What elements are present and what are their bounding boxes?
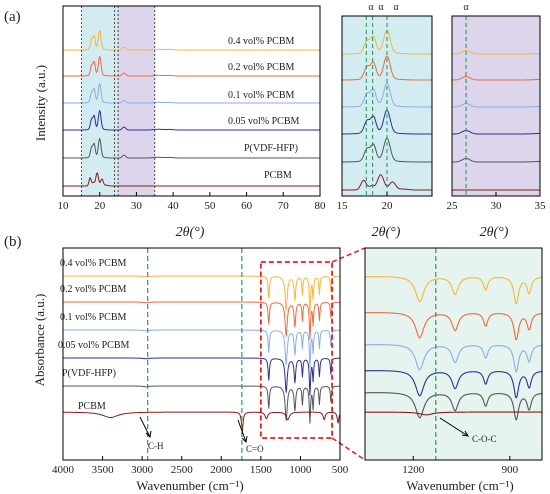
alpha-mark-3: α: [393, 2, 399, 13]
ftir-main-2: [62, 329, 341, 368]
b-main-ticklabel-1: 3500: [92, 464, 115, 476]
legend-a-5: PCBM: [264, 170, 292, 181]
legend-b-5: PCBM: [78, 401, 106, 412]
arrow-co: [237, 419, 247, 443]
top-xlabel-zoom2: 2θ(°): [480, 225, 509, 240]
top-ylabel: Intensity (a.u.): [33, 65, 48, 141]
top-xlabel-zoom1: 2θ(°): [372, 225, 401, 240]
bottom-xlabel-zoom: Wavenumber (cm⁻¹): [406, 478, 514, 493]
ftir-zoom-1: [364, 312, 543, 341]
xrd-zoom1-1: [341, 55, 433, 81]
panel-a-main-frame: [62, 5, 321, 197]
panel-label-a: (a): [4, 9, 21, 25]
b-main-ticklabel-0: 4000: [52, 464, 75, 476]
band-purple-zoom: [452, 16, 540, 196]
ftir-zoom-4: [364, 392, 543, 421]
ftir-zoom-2: [364, 344, 543, 373]
xrd-main-0: [63, 29, 320, 51]
zoom-connector-top: [331, 247, 366, 263]
ftir-main-3: [62, 357, 341, 396]
arrow-coc-head: [461, 430, 469, 437]
zoom-connector-bottom: [331, 437, 366, 461]
top-xlabel-main: 2θ(°): [176, 225, 205, 240]
xrd-zoom2-4: [452, 157, 541, 163]
ftir-main-1: [62, 301, 341, 340]
a-zoom1-ticklabel-1: 20: [382, 200, 394, 212]
xrd-zoom1-2: [341, 82, 433, 108]
ftir-zoom-3: [364, 370, 543, 399]
legend-b-2: 0.1 vol% PCBM: [60, 312, 127, 323]
xrd-zoom2-2: [452, 102, 541, 108]
xrd-main-3: [63, 109, 320, 131]
b-main-ticklabel-3: 2500: [171, 464, 194, 476]
a-main-ticklabel-6: 70: [278, 200, 290, 212]
annot-coc: C-O-C: [472, 434, 497, 444]
legend-a-4: P(VDF-HFP): [244, 143, 298, 154]
legend-b-0: 0.4 vol% PCBM: [60, 258, 127, 269]
a-main-ticklabel-1: 20: [94, 200, 106, 212]
xrd-main-5: [63, 172, 320, 187]
legend-b-1: 0.2 vol% PCBM: [60, 284, 127, 295]
band-cyan-main: [81, 6, 119, 196]
ftir-main-4: [62, 385, 341, 424]
arrow-ch: [139, 416, 151, 438]
a-zoom2-ticklabel-2: 35: [535, 200, 547, 212]
alpha-mark-2: α: [378, 2, 384, 13]
b-zoom-ticklabel-0: 1200: [402, 464, 425, 476]
annot-co: C=O: [246, 444, 264, 454]
band-purple-main: [118, 6, 155, 196]
ftir-main-5: [62, 411, 341, 433]
a-main-ticklabel-4: 50: [204, 200, 216, 212]
arrow-ch-head: [145, 430, 152, 439]
a-main-ticklabel-0: 10: [58, 200, 70, 212]
a-zoom1-ticklabel-0: 15: [337, 200, 349, 212]
xrd-main-4: [63, 137, 320, 159]
ftir-zoom-0: [364, 276, 543, 305]
b-main-ticklabel-7: 500: [332, 464, 349, 476]
alpha-mark-4: α: [463, 2, 469, 13]
ftir-main-0: [62, 275, 341, 314]
legend-a-0: 0.4 vol% PCBM: [228, 36, 295, 47]
b-main-ticklabel-6: 1000: [289, 464, 312, 476]
b-main-ticklabel-5: 1500: [250, 464, 273, 476]
b-main-ticklabel-4: 2000: [210, 464, 233, 476]
annot-ch: C-H: [148, 441, 164, 451]
a-zoom2-ticklabel-1: 30: [491, 200, 503, 212]
a-main-ticklabel-5: 60: [241, 200, 253, 212]
bottom-xlabel-main: Wavenumber (cm⁻¹): [136, 478, 244, 493]
b-zoom-ticklabel-1: 900: [502, 464, 519, 476]
xrd-main-2: [63, 82, 320, 104]
alpha-mark-1: α: [368, 2, 374, 13]
legend-a-1: 0.2 vol% PCBM: [228, 62, 295, 73]
legend-b-3: 0.05 vol% PCBM: [58, 340, 130, 351]
xrd-main-1: [63, 55, 320, 77]
b-main-ticklabel-2: 3000: [131, 464, 154, 476]
zoom-box: [259, 261, 333, 439]
a-main-ticklabel-2: 30: [131, 200, 143, 212]
bottom-ylabel: Absorbance (a.u.): [32, 294, 47, 387]
legend-a-3: 0.05 vol% PCBM: [228, 116, 300, 127]
band-cyan-zoom: [342, 16, 432, 196]
arrow-co-head: [241, 435, 248, 444]
band-mint-zoom: [365, 248, 542, 460]
xrd-zoom2-1: [452, 75, 541, 81]
ftir-zoom-5: [365, 411, 542, 416]
a-zoom2-ticklabel-0: 25: [447, 200, 459, 212]
xrd-zoom2-3: [452, 129, 541, 135]
panel-label-b: (b): [4, 234, 22, 250]
panel-b-zoom-frame: [364, 247, 543, 461]
legend-a-2: 0.1 vol% PCBM: [228, 90, 295, 101]
a-main-ticklabel-7: 80: [315, 200, 327, 212]
xrd-zoom2-0: [452, 49, 541, 55]
panel-b-main-frame: [62, 247, 341, 461]
legend-b-4: P(VDF-HFP): [62, 368, 116, 379]
a-main-ticklabel-3: 40: [168, 200, 180, 212]
arrow-coc: [439, 417, 469, 437]
